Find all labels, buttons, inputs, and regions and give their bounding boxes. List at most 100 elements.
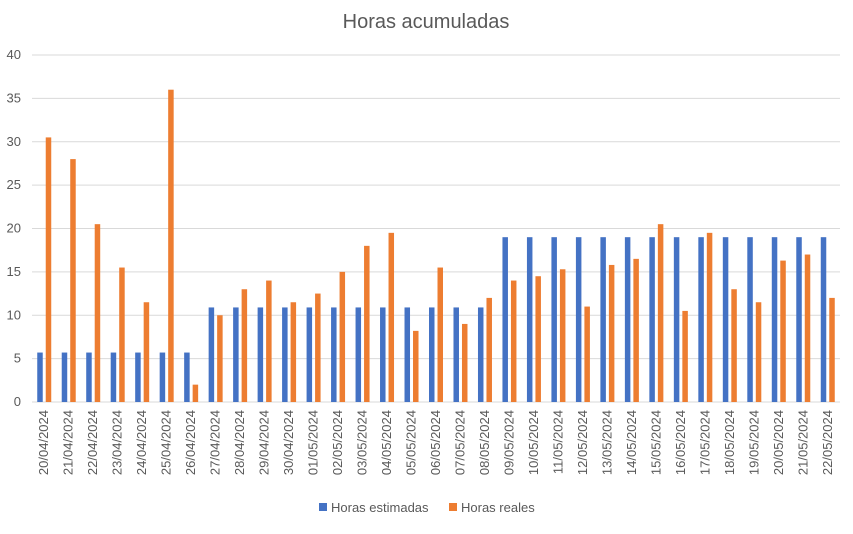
bar-horas-reales bbox=[315, 293, 321, 402]
bar-horas-reales bbox=[168, 89, 174, 402]
bar-horas-reales bbox=[682, 310, 688, 402]
bar-horas-reales bbox=[510, 280, 517, 402]
x-tick-label: 20/04/2024 bbox=[36, 410, 51, 475]
x-tick-label: 16/05/2024 bbox=[673, 410, 688, 475]
bar-horas-estimadas bbox=[453, 307, 459, 402]
bar-horas-estimadas bbox=[135, 352, 141, 402]
bar-horas-reales bbox=[780, 260, 786, 402]
bar-horas-estimadas bbox=[331, 307, 337, 402]
bar-horas-reales bbox=[461, 323, 468, 402]
bar-horas-reales bbox=[339, 271, 346, 403]
legend-label-horas-estimadas: Horas estimadas bbox=[331, 500, 429, 515]
x-tick-label: 26/04/2024 bbox=[183, 410, 198, 475]
bar-horas-reales bbox=[706, 232, 713, 402]
y-tick-label: 15 bbox=[7, 264, 21, 279]
y-tick-label: 20 bbox=[7, 221, 21, 236]
chart-title: Horas acumuladas bbox=[343, 11, 510, 33]
x-tick-label: 30/04/2024 bbox=[281, 410, 296, 475]
bar-horas-reales bbox=[217, 315, 223, 402]
x-tick-label: 11/05/2024 bbox=[550, 410, 565, 474]
x-tick-label: 09/05/2024 bbox=[501, 410, 516, 475]
bars bbox=[37, 89, 835, 403]
bar-horas-reales bbox=[241, 289, 248, 402]
bar-horas-reales bbox=[70, 159, 76, 402]
bar-horas-reales bbox=[829, 297, 835, 402]
y-tick-label: 10 bbox=[7, 307, 21, 322]
bar-horas-estimadas bbox=[380, 307, 386, 402]
bar-horas-reales bbox=[535, 276, 541, 402]
x-axis-ticks: 20/04/2024 21/04/2024 22/04/2024 23/04/2024… bbox=[36, 410, 835, 475]
y-tick-label: 0 bbox=[14, 394, 21, 409]
x-tick-label: 03/05/2024 bbox=[355, 410, 370, 475]
x-tick-label: 22/04/2024 bbox=[85, 410, 100, 475]
x-tick-label: 17/05/2024 bbox=[697, 410, 712, 475]
bar-horas-reales bbox=[608, 264, 615, 402]
bar-horas-estimadas bbox=[233, 307, 239, 402]
x-tick-label: 12/05/2024 bbox=[575, 410, 590, 475]
x-tick-label: 07/05/2024 bbox=[452, 410, 467, 475]
bar-horas-estimadas bbox=[649, 237, 655, 402]
x-tick-label: 24/04/2024 bbox=[134, 410, 149, 475]
bar-horas-reales bbox=[119, 267, 125, 402]
bar-horas-reales bbox=[364, 245, 370, 402]
y-tick-label: 35 bbox=[7, 90, 21, 105]
bar-horas-estimadas bbox=[110, 352, 117, 402]
bar-horas-estimadas bbox=[306, 307, 313, 402]
bar-horas-estimadas bbox=[796, 237, 802, 402]
bar-horas-reales bbox=[437, 267, 443, 402]
x-tick-label: 10/05/2024 bbox=[526, 410, 541, 475]
y-tick-label: 30 bbox=[7, 134, 21, 149]
bar-horas-estimadas bbox=[404, 307, 411, 402]
gridlines bbox=[32, 54, 840, 403]
x-tick-label: 25/04/2024 bbox=[159, 410, 174, 475]
bar-horas-estimadas bbox=[184, 352, 190, 402]
x-tick-label: 28/04/2024 bbox=[232, 410, 247, 475]
bar-horas-estimadas bbox=[722, 237, 729, 402]
bar-horas-reales bbox=[657, 224, 664, 402]
bar-horas-reales bbox=[584, 306, 590, 402]
x-tick-label: 23/04/2024 bbox=[110, 410, 125, 475]
x-tick-label: 13/05/2024 bbox=[599, 410, 614, 475]
bar-horas-estimadas bbox=[355, 307, 362, 402]
bar-horas-reales bbox=[755, 302, 762, 402]
x-tick-label: 21/05/2024 bbox=[795, 410, 810, 475]
y-tick-label: 5 bbox=[14, 351, 21, 366]
bar-horas-reales bbox=[45, 137, 52, 402]
bar-horas-estimadas bbox=[820, 237, 827, 402]
bar-horas-estimadas bbox=[673, 237, 680, 402]
bar-horas-reales bbox=[486, 297, 492, 402]
legend-swatch-horas-reales bbox=[449, 503, 457, 511]
x-tick-label: 27/04/2024 bbox=[208, 410, 223, 475]
bar-horas-reales bbox=[804, 254, 811, 402]
bar-horas-reales bbox=[94, 224, 101, 402]
bar-horas-estimadas bbox=[575, 237, 582, 402]
bar-horas-reales bbox=[266, 280, 272, 402]
x-tick-label: 04/05/2024 bbox=[379, 410, 394, 475]
bar-horas-estimadas bbox=[429, 307, 435, 402]
bar-horas-estimadas bbox=[37, 352, 43, 402]
bar-horas-reales bbox=[413, 330, 419, 402]
bar-horas-estimadas bbox=[86, 352, 92, 402]
bar-horas-estimadas bbox=[502, 237, 508, 402]
x-tick-label: 14/05/2024 bbox=[624, 410, 639, 475]
y-tick-label: 40 bbox=[7, 47, 21, 62]
x-tick-label: 20/05/2024 bbox=[771, 410, 786, 475]
bar-horas-estimadas bbox=[551, 237, 557, 402]
legend-swatch-horas-estimadas bbox=[319, 503, 327, 511]
bar-horas-estimadas bbox=[698, 237, 704, 402]
bar-horas-reales bbox=[559, 269, 566, 402]
bar-horas-estimadas bbox=[526, 237, 533, 402]
bar-horas-estimadas bbox=[477, 307, 484, 402]
bar-horas-reales bbox=[143, 302, 150, 402]
bar-horas-estimadas bbox=[208, 307, 215, 402]
legend: Horas estimadas Horas reales bbox=[319, 500, 535, 515]
bar-horas-estimadas bbox=[61, 352, 68, 402]
bar-horas-reales bbox=[290, 302, 297, 402]
x-tick-label: 06/05/2024 bbox=[428, 410, 443, 475]
y-axis-ticks: 0 5 10 15 20 25 30 35 40 bbox=[7, 47, 21, 409]
y-tick-label: 25 bbox=[7, 177, 21, 192]
x-tick-label: 02/05/2024 bbox=[330, 410, 345, 475]
x-tick-label: 22/05/2024 bbox=[820, 410, 835, 475]
